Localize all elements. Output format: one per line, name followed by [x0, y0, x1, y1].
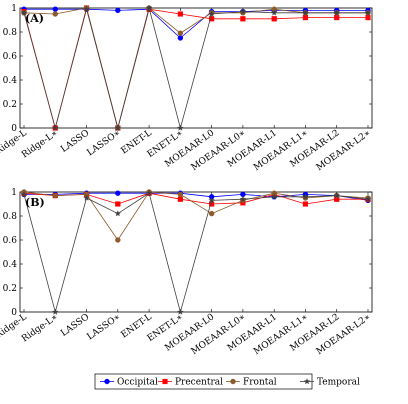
series-line-temporal — [23, 192, 369, 314]
plot-frame — [19, 191, 373, 313]
x-category-label: MOEAAR-L1∗ — [252, 312, 310, 357]
data-point-temporal — [302, 193, 309, 200]
data-point-frontal — [115, 237, 121, 243]
data-point-frontal — [177, 191, 184, 198]
legend-marker — [104, 378, 110, 385]
data-point-temporal — [20, 9, 28, 16]
data-point-temporal — [177, 308, 184, 315]
x-category-label: MOEAAR-L2∗ — [315, 128, 373, 173]
x-category-label: MOEAAR-L2∗ — [315, 312, 373, 357]
series-line-occipital — [24, 192, 369, 201]
data-point-temporal — [270, 193, 278, 200]
legend-item-occipital: Occipital — [100, 378, 158, 388]
legend-marker — [303, 378, 311, 385]
data-point-temporal — [114, 124, 122, 131]
legend-label: Precentral — [175, 378, 223, 388]
data-point-temporal — [333, 9, 340, 16]
data-point-occipital — [52, 6, 58, 12]
data-point-precentral — [334, 14, 340, 21]
data-point-occipital — [177, 35, 184, 41]
data-point-temporal — [52, 124, 59, 131]
y-tick-label: 0.4 — [3, 76, 18, 86]
data-point-precentral — [177, 196, 183, 202]
y-tick-label: 0 — [11, 308, 17, 318]
y-tick-label: 0.8 — [3, 212, 18, 222]
y-tick-label: 0.2 — [3, 284, 17, 294]
data-point-occipital — [115, 190, 121, 196]
data-point-temporal — [302, 9, 309, 16]
x-category-label: LASSO∗ — [86, 312, 123, 342]
data-point-precentral — [177, 11, 183, 17]
x-category-label: LASSO∗ — [86, 128, 123, 158]
y-tick-label: 1 — [11, 4, 17, 14]
data-point-temporal — [333, 192, 340, 199]
data-point-temporal — [20, 190, 28, 198]
series-line-occipital — [24, 8, 368, 39]
data-point-temporal — [208, 10, 215, 17]
series-line-precentral — [23, 6, 368, 130]
series-line-frontal — [23, 7, 368, 130]
x-category-label: MOEAAR-L1∗ — [252, 128, 310, 173]
data-point-precentral — [209, 16, 215, 22]
data-point-frontal — [52, 11, 58, 17]
y-tick-label: 0.6 — [3, 236, 18, 246]
legend-label: Frontal — [243, 378, 277, 388]
panel-label: (A) — [25, 12, 44, 25]
series-temporal — [20, 4, 372, 131]
legend-marker — [230, 378, 236, 385]
data-point-temporal — [114, 210, 122, 217]
data-point-temporal — [239, 8, 247, 15]
data-point-temporal — [177, 124, 184, 131]
series-line-temporal — [23, 6, 368, 130]
series-occipital — [21, 6, 371, 41]
y-tick-label: 0.4 — [3, 260, 18, 270]
data-point-temporal — [239, 195, 247, 202]
data-point-precentral — [302, 14, 309, 21]
data-point-temporal — [52, 308, 59, 315]
data-point-temporal — [208, 196, 215, 204]
data-point-precentral — [365, 14, 371, 21]
data-point-frontal — [177, 30, 184, 36]
data-point-temporal — [83, 194, 90, 201]
data-point-temporal — [364, 195, 372, 202]
series-frontal — [21, 5, 371, 131]
data-point-temporal — [83, 5, 90, 12]
series-line-frontal — [23, 191, 369, 241]
x-category-label: MOEAAR-L0∗ — [190, 312, 248, 357]
legend: Occipital Precentral Frontal Temporal — [94, 373, 360, 390]
y-tick-label: 0.6 — [3, 52, 18, 62]
y-tick-label: 1 — [11, 188, 17, 198]
y-tick-label: 0.2 — [3, 100, 17, 110]
legend-marker — [162, 378, 168, 385]
x-category-label: MOEAAR-L0∗ — [190, 128, 248, 173]
data-point-precentral — [271, 16, 277, 22]
y-tick-label: 0 — [11, 124, 17, 134]
data-point-frontal — [52, 192, 58, 199]
data-point-precentral — [115, 201, 121, 207]
data-point-temporal — [145, 4, 153, 11]
series-frontal — [21, 189, 371, 243]
legend-item-frontal: Frontal — [226, 378, 277, 388]
data-point-occipital — [115, 7, 121, 14]
legend-label: Occipital — [117, 378, 158, 388]
legend-label: Temporal — [317, 378, 360, 388]
y-tick-label: 0.8 — [3, 28, 18, 38]
data-point-frontal — [208, 210, 215, 217]
panel-label: (B) — [25, 196, 45, 209]
plot-frame — [19, 7, 373, 129]
data-point-temporal — [270, 9, 278, 16]
legend-item-precentral: Precentral — [158, 378, 223, 388]
data-point-precentral — [240, 16, 246, 22]
legend-item-temporal: Temporal — [300, 378, 360, 388]
series-temporal — [20, 189, 372, 315]
data-point-temporal — [364, 9, 372, 16]
data-point-temporal — [145, 189, 153, 196]
data-point-precentral — [302, 201, 309, 207]
